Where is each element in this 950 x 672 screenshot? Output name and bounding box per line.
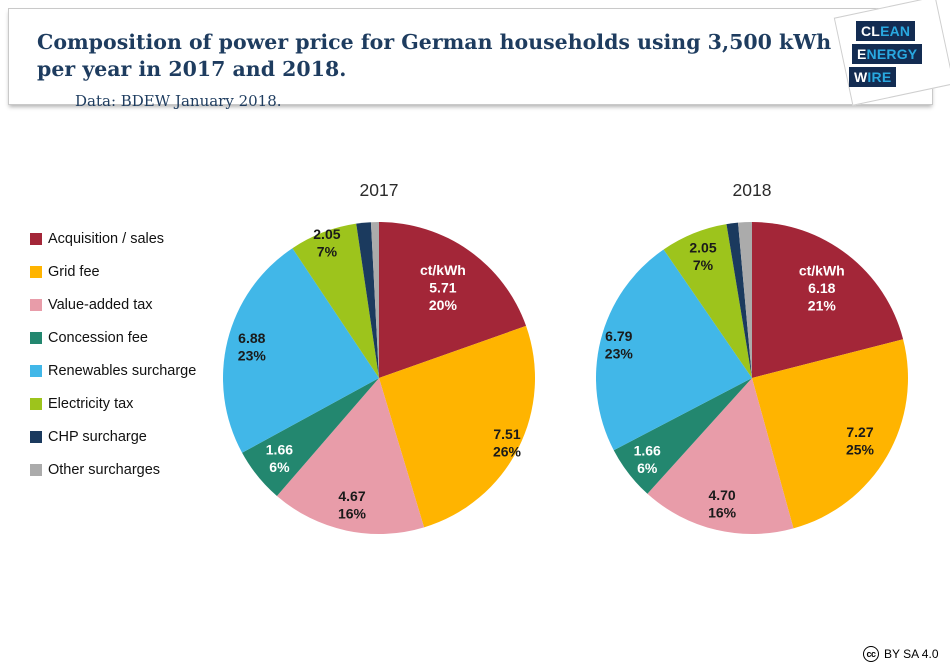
legend-item-value-added-tax: Value-added tax — [30, 296, 196, 314]
pie-data-label-renewables-surcharge: 6.88 23% — [238, 330, 267, 364]
pie-slice-grid-fee — [752, 339, 908, 529]
legend-swatch-icon — [30, 266, 42, 278]
legend-label: Concession fee — [48, 330, 148, 346]
legend-swatch-icon — [30, 431, 42, 443]
pie-chart-2018: ct/kWh 6.18 21% 7.27 25% 4.70 16% 1.66 6% 6.79 23%… — [582, 208, 922, 548]
legend-label: Value-added tax — [48, 297, 153, 313]
pie-slice-grid-fee — [379, 325, 536, 528]
legend: Acquisition / sales Grid fee Value-added t… — [30, 230, 196, 494]
header: Composition of power price for German ho… — [8, 8, 933, 110]
pie-slice-value-added-tax — [276, 378, 425, 535]
legend-swatch-icon — [30, 233, 42, 245]
license-text: BY SA 4.0 — [884, 647, 939, 661]
pie-data-label-value-added-tax: 4.70 16% — [708, 487, 737, 521]
legend-item-acquisition-sales: Acquisition / sales — [30, 230, 196, 248]
pie-slice-other-surcharges — [738, 222, 752, 378]
pie-data-label-grid-fee: 7.51 26% — [493, 426, 522, 460]
pie-chart-2017: ct/kWh 5.71 20% 7.51 26% 4.67 16% 1.66 6% 6.88 23%… — [209, 208, 549, 548]
pie-data-label-concession-fee: 1.66 6% — [634, 442, 661, 476]
pie-data-label-value-added-tax: 4.67 16% — [338, 488, 367, 522]
pie-slice-electricity-tax — [292, 223, 379, 378]
logo-text: E — [857, 46, 867, 62]
legend-item-chp-surcharge: CHP surcharge — [30, 428, 196, 446]
legend-label: Renewables surcharge — [48, 363, 197, 379]
legend-item-renewables-surcharge: Renewables surcharge — [30, 362, 196, 380]
legend-swatch-icon — [30, 365, 42, 377]
pie-slice-acquisition-sales — [752, 222, 904, 378]
pie-slice-acquisition-sales — [379, 222, 527, 378]
pie-data-label-acquisition-sales: ct/kWh 6.18 21% — [799, 263, 845, 314]
pie-title-2018: 2018 — [732, 180, 772, 200]
legend-label: CHP surcharge — [48, 429, 147, 445]
legend-swatch-icon — [30, 332, 42, 344]
pie-data-label-acquisition-sales: ct/kWh 5.71 20% — [420, 262, 466, 313]
pie-data-label-renewables-surcharge: 6.79 23% — [605, 328, 634, 362]
page-title: Composition of power price for German ho… — [37, 30, 832, 82]
clean-energy-wire-logo: CLEAN — [856, 21, 916, 41]
legend-label: Acquisition / sales — [48, 231, 165, 247]
pie-slice-chp-surcharge — [356, 222, 379, 378]
legend-label: Electricity tax — [48, 396, 134, 412]
pie-data-label-concession-fee: 1.66 6% — [266, 442, 293, 476]
pie-slice-concession-fee — [613, 378, 752, 494]
clean-energy-wire-logo: WIRE — [849, 67, 897, 87]
pie-data-label-electricity-tax: 2.05 7% — [313, 226, 340, 260]
legend-label: Other surcharges — [48, 462, 161, 478]
creative-commons-icon: cc — [863, 646, 879, 662]
legend-item-electricity-tax: Electricity tax — [30, 395, 196, 413]
logo-text: W — [854, 69, 868, 85]
pie-slice-value-added-tax — [647, 378, 794, 535]
pie-slice-concession-fee — [242, 378, 379, 496]
legend-label: Grid fee — [48, 264, 100, 280]
license-footer: cc BY SA 4.0 — [863, 646, 939, 662]
legend-item-concession-fee: Concession fee — [30, 329, 196, 347]
pie-slice-chp-surcharge — [726, 222, 752, 378]
legend-swatch-icon — [30, 398, 42, 410]
legend-item-other-surcharges: Other surcharges — [30, 461, 196, 479]
pie-data-label-electricity-tax: 2.05 7% — [689, 240, 716, 274]
pie-slice-renewables-surcharge — [595, 249, 752, 451]
legend-swatch-icon — [30, 464, 42, 476]
pie-title-2017: 2017 — [359, 180, 399, 200]
pie-slice-other-surcharges — [370, 222, 379, 378]
clean-energy-wire-logo: ENERGY — [852, 44, 923, 64]
data-source-note: Data: BDEW January 2018. — [75, 92, 282, 110]
legend-swatch-icon — [30, 299, 42, 311]
logo-text: CL — [861, 23, 881, 39]
legend-item-grid-fee: Grid fee — [30, 263, 196, 281]
pie-data-label-grid-fee: 7.27 25% — [846, 424, 875, 458]
pie-slice-electricity-tax — [663, 224, 752, 378]
pie-slice-renewables-surcharge — [222, 248, 379, 453]
